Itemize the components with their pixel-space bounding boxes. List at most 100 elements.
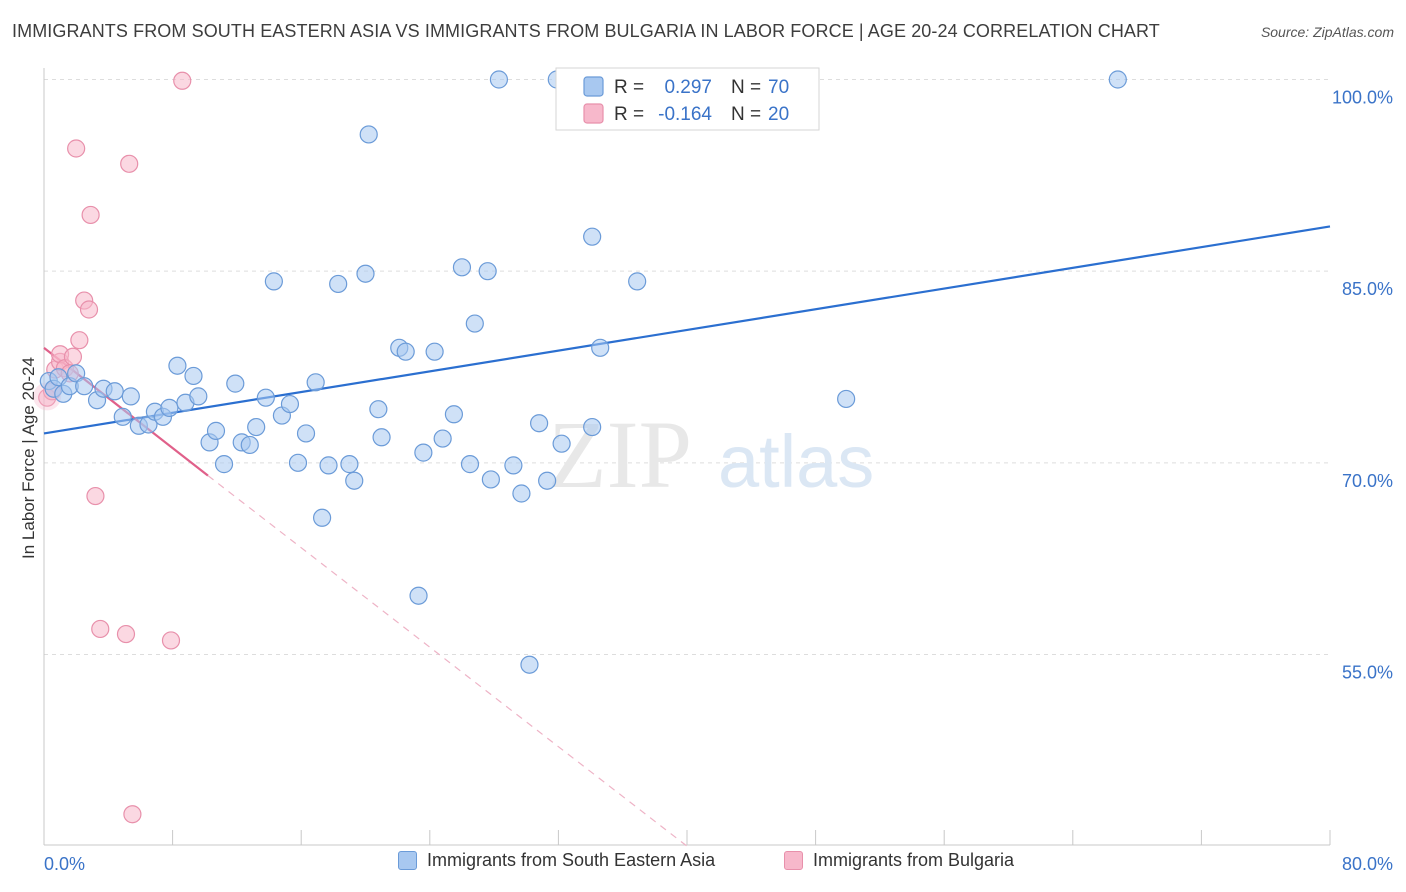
se-asia-point bbox=[433, 429, 452, 448]
bulgaria-point bbox=[91, 619, 110, 639]
se-asia-point bbox=[247, 417, 266, 437]
watermark-zip: ZIP bbox=[548, 401, 692, 508]
se-asia-point bbox=[113, 407, 132, 426]
chart-title: IMMIGRANTS FROM SOUTH EASTERN ASIA VS IM… bbox=[12, 21, 1160, 41]
bulgaria-point bbox=[116, 624, 136, 644]
trend-lines bbox=[43, 225, 1331, 847]
se-asia-point bbox=[256, 388, 275, 407]
watermark-atlas: atlas bbox=[718, 420, 874, 503]
se-asia-point bbox=[189, 387, 208, 406]
legend-n-label: N = bbox=[731, 104, 761, 125]
se-asia-point bbox=[288, 453, 308, 472]
se-asia-point bbox=[329, 274, 348, 294]
axes bbox=[43, 68, 1331, 846]
bulgaria-point bbox=[70, 331, 89, 350]
se-asia-point bbox=[121, 387, 140, 406]
se-asia-point bbox=[372, 428, 391, 447]
se-asia-point bbox=[319, 456, 338, 475]
legend-label-bulgaria: Immigrants from Bulgaria bbox=[813, 850, 1015, 870]
se-asia-point bbox=[583, 227, 602, 246]
bulgaria-point bbox=[173, 71, 192, 90]
legend-r-label: R = bbox=[614, 104, 644, 125]
se-asia-point bbox=[168, 356, 187, 375]
bulgaria-point bbox=[161, 631, 181, 650]
se-asia-point bbox=[512, 484, 531, 503]
legend-swatch bbox=[583, 76, 604, 97]
se-asia-point bbox=[520, 655, 539, 674]
y-tick-label: 85.0% bbox=[1342, 279, 1393, 299]
y-tick-label: 100.0% bbox=[1332, 88, 1393, 108]
se-asia-point bbox=[67, 364, 86, 383]
se-asia-point bbox=[214, 455, 234, 474]
se-asia-point bbox=[538, 471, 557, 490]
se-asia-point bbox=[280, 394, 300, 414]
tick-labels: 100.0% 85.0% 70.0% 55.0% 0.0% 80.0% bbox=[44, 88, 1393, 875]
se-asia-point bbox=[226, 374, 245, 393]
legend-swatch bbox=[583, 103, 604, 124]
se-asia-point bbox=[345, 471, 364, 490]
se-asia-point bbox=[478, 262, 497, 281]
bulgaria-point bbox=[67, 139, 86, 158]
se-asia-point bbox=[465, 314, 484, 333]
se-asia-point bbox=[206, 421, 226, 440]
legend-n-value: 70 bbox=[768, 77, 789, 98]
correlation-legend: R = 0.297 N = 70 R = -0.164 N = 20 bbox=[555, 67, 820, 131]
legend-r-value: -0.164 bbox=[658, 104, 712, 125]
se-asia-point bbox=[591, 338, 610, 357]
se-asia-point bbox=[628, 272, 647, 291]
se-asia-point bbox=[583, 417, 602, 437]
se-asia-point bbox=[264, 272, 283, 291]
se-asia-point bbox=[359, 125, 378, 144]
legend-swatch-se-asia bbox=[398, 851, 417, 870]
grid-lines bbox=[44, 79, 1330, 655]
bulgaria-point bbox=[63, 347, 83, 366]
se-asia-point bbox=[481, 470, 500, 489]
legend-r-label: R = bbox=[614, 77, 644, 98]
se-asia-point bbox=[460, 455, 480, 474]
se-asia-point bbox=[160, 398, 179, 417]
se-asia-point bbox=[489, 70, 509, 89]
se-asia-point bbox=[552, 434, 571, 453]
bulgaria-trendline-extension bbox=[207, 475, 688, 847]
se-asia-point bbox=[530, 414, 549, 433]
legend-item-bulgaria[interactable]: Immigrants from Bulgaria bbox=[784, 850, 1014, 871]
se-asia-point bbox=[504, 456, 523, 475]
bulgaria-point bbox=[79, 300, 99, 319]
se-asia-point bbox=[369, 400, 388, 419]
se-asia-point bbox=[409, 586, 428, 605]
se-asia-point bbox=[312, 508, 332, 527]
legend-item-se-asia[interactable]: Immigrants from South Eastern Asia bbox=[398, 850, 715, 871]
se-asia-point bbox=[396, 342, 415, 361]
bottom-legend: Immigrants from South Eastern Asia Immig… bbox=[0, 850, 1406, 880]
bulgaria-points bbox=[33, 71, 192, 824]
y-tick-label: 55.0% bbox=[1342, 663, 1393, 683]
y-tick-label: 70.0% bbox=[1342, 471, 1393, 491]
x-tick-label: 80.0% bbox=[1342, 854, 1393, 874]
legend-n-label: N = bbox=[731, 77, 761, 98]
bulgaria-point bbox=[86, 486, 105, 506]
bulgaria-point bbox=[81, 205, 100, 225]
se-asia-point bbox=[452, 258, 472, 277]
se-asia-point bbox=[414, 443, 433, 462]
bulgaria-point bbox=[120, 154, 139, 173]
legend-label-se-asia: Immigrants from South Eastern Asia bbox=[427, 850, 716, 870]
bulgaria-point bbox=[123, 805, 142, 824]
se-asia-points bbox=[39, 70, 1127, 674]
se-asia-point bbox=[1108, 70, 1127, 89]
se-asia-point bbox=[105, 382, 124, 401]
se-asia-point bbox=[296, 424, 316, 443]
legend-r-value: 0.297 bbox=[664, 77, 712, 98]
se-asia-point bbox=[425, 342, 444, 361]
legend-swatch-bulgaria bbox=[784, 851, 803, 870]
legend-n-value: 20 bbox=[768, 104, 789, 125]
se-asia-point bbox=[340, 455, 359, 474]
se-asia-point bbox=[444, 405, 464, 424]
se-asia-point bbox=[75, 377, 94, 396]
se-asia-point bbox=[240, 435, 259, 455]
se-asia-point bbox=[306, 373, 325, 392]
watermark: ZIP atlas bbox=[548, 401, 874, 508]
source-label: Source: ZipAtlas.com bbox=[1260, 24, 1394, 40]
x-tick-label: 0.0% bbox=[44, 854, 85, 874]
se-asia-point bbox=[356, 264, 375, 283]
